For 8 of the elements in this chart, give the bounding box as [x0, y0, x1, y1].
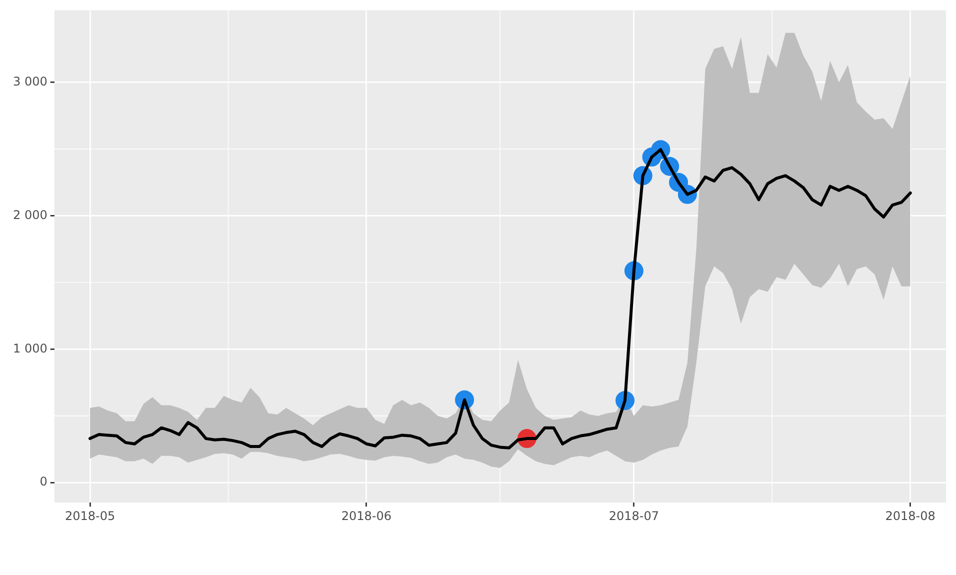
y-tick-label: 1 000 [12, 341, 48, 356]
x-tick-label: 2018-08 [885, 508, 936, 523]
x-tick-label: 2018-06 [341, 508, 392, 523]
x-tick-label: 2018-07 [608, 508, 659, 523]
y-tick-label: 0 [40, 474, 48, 489]
x-tick-label: 2018-05 [64, 508, 116, 523]
y-tick-label: 2 000 [12, 208, 48, 222]
y-tick-label: 3 000 [12, 74, 48, 88]
